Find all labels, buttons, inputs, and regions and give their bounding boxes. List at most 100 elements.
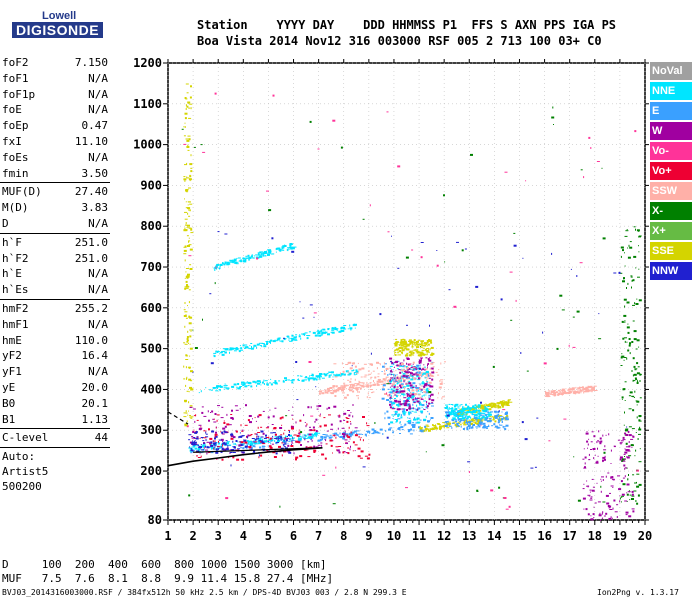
- echo-point: [335, 466, 337, 469]
- echo-point: [416, 371, 419, 374]
- echo-point: [421, 372, 423, 375]
- echo-point: [509, 401, 513, 403]
- echo-point: [425, 388, 428, 391]
- echo-point: [425, 343, 428, 345]
- echo-point: [487, 415, 490, 417]
- echo-point: [185, 138, 189, 140]
- echo-point: [220, 431, 222, 433]
- echo-point: [266, 253, 268, 254]
- echo-point: [345, 441, 347, 443]
- echo-point: [554, 391, 556, 394]
- echo-point: [340, 146, 343, 149]
- echo-point: [304, 422, 306, 423]
- echo-point: [185, 98, 187, 100]
- echo-point: [332, 119, 336, 122]
- echo-point: [610, 476, 614, 479]
- echo-point: [416, 387, 419, 390]
- echo-point: [223, 431, 227, 433]
- echo-point: [631, 279, 633, 282]
- echo-point: [443, 427, 445, 429]
- echo-point: [407, 363, 411, 366]
- echo-point: [394, 413, 397, 415]
- echo-point: [497, 403, 500, 405]
- echo-point: [466, 428, 469, 431]
- echo-point: [189, 407, 192, 408]
- echo-point: [467, 405, 469, 408]
- echo-point: [187, 207, 191, 210]
- echo-point: [462, 411, 465, 413]
- echo-point: [405, 383, 409, 385]
- echo-point: [298, 431, 301, 433]
- echo-point: [351, 370, 354, 372]
- echo-point: [240, 259, 242, 262]
- echo-point: [283, 432, 285, 435]
- echo-point: [394, 414, 396, 416]
- echo-point: [394, 349, 397, 351]
- echo-point: [270, 443, 272, 445]
- echo-point: [413, 368, 415, 371]
- echo-point: [422, 368, 425, 371]
- echo-point: [219, 265, 221, 268]
- echo-point: [560, 394, 563, 395]
- echo-point: [261, 440, 264, 443]
- echo-point: [307, 441, 310, 443]
- echo-point: [439, 382, 443, 385]
- echo-point: [427, 411, 429, 413]
- echo-point: [384, 369, 386, 372]
- echo-point: [192, 440, 194, 442]
- echo-point: [402, 403, 405, 405]
- echo-point: [390, 394, 392, 397]
- echo-point: [456, 414, 460, 417]
- echo-point: [420, 431, 424, 433]
- echo-point: [409, 368, 413, 370]
- echo-point: [227, 388, 229, 390]
- echo-point: [427, 429, 431, 432]
- echo-point: [496, 402, 498, 404]
- echo-point: [621, 496, 623, 498]
- echo-point: [355, 388, 358, 390]
- echo-point: [586, 480, 588, 482]
- echo-point: [348, 361, 352, 364]
- echo-point: [316, 331, 320, 333]
- echo-point: [638, 251, 640, 253]
- echo-point: [612, 487, 614, 488]
- echo-point: [485, 416, 488, 418]
- echo-point: [381, 388, 385, 391]
- echo-point: [283, 440, 286, 442]
- echo-point: [283, 245, 287, 247]
- echo-point: [263, 344, 266, 345]
- echo-point: [379, 428, 383, 431]
- echo-point: [550, 393, 554, 395]
- echo-point: [186, 390, 189, 392]
- echo-point: [430, 341, 433, 344]
- echo-point: [462, 417, 465, 420]
- echo-point: [465, 403, 467, 406]
- echo-point: [210, 444, 214, 447]
- echo-point: [634, 369, 637, 371]
- echo-point: [417, 394, 421, 396]
- echo-point: [624, 400, 626, 401]
- echo-point: [399, 381, 403, 383]
- echo-point: [421, 395, 423, 398]
- echo-point: [201, 449, 204, 451]
- echo-point: [324, 390, 326, 392]
- echo-point: [258, 456, 260, 459]
- plot-frame: [167, 62, 646, 521]
- echo-point: [217, 405, 220, 407]
- echo-point: [427, 362, 429, 365]
- echo-point: [629, 241, 632, 243]
- echo-point: [289, 340, 293, 342]
- echo-point: [633, 226, 636, 228]
- echo-point: [192, 431, 195, 433]
- echo-point: [242, 384, 245, 386]
- echo-point: [630, 438, 634, 440]
- echo-point: [189, 335, 192, 338]
- echo-point: [383, 372, 386, 375]
- echo-point: [419, 354, 423, 357]
- echo-point: [421, 428, 423, 431]
- echo-point: [309, 446, 313, 449]
- echo-point: [389, 393, 391, 396]
- echo-point: [403, 379, 406, 382]
- echo-point: [439, 380, 441, 383]
- echo-point: [595, 461, 599, 464]
